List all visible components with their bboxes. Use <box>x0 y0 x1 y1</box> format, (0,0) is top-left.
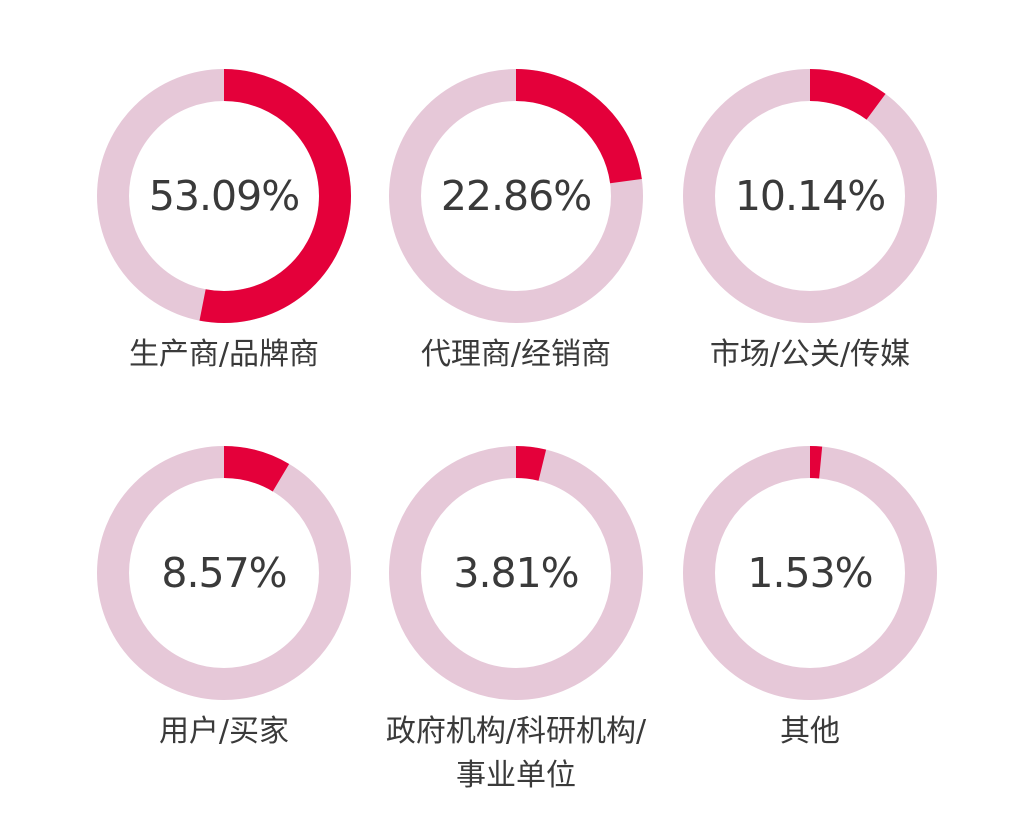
donut-value-text: 22.86% <box>441 172 591 220</box>
donut-svg: 53.09% <box>97 69 351 323</box>
donut-category-label: 政府机构/科研机构/ 事业单位 <box>385 714 647 793</box>
donut-svg: 8.57% <box>97 446 351 700</box>
donut-svg: 10.14% <box>683 69 937 323</box>
donut-value-arc <box>223 446 290 492</box>
donut-value-arc <box>515 69 642 184</box>
donut-item: 1.53% 其他 <box>660 423 960 823</box>
donut-category-label: 代理商/经销商 <box>420 337 612 372</box>
donut-svg: 1.53% <box>683 446 937 700</box>
donut-value-text: 3.81% <box>453 549 578 597</box>
donut-item: 8.57% 用户/买家 <box>74 423 374 823</box>
donut-value-text: 8.57% <box>161 549 286 597</box>
donut-value-text: 10.14% <box>735 172 885 220</box>
donut-item: 3.81% 政府机构/科研机构/ 事业单位 <box>366 423 666 823</box>
donut-item: 22.86% 代理商/经销商 <box>366 46 666 446</box>
donut-category-label: 生产商/品牌商 <box>128 337 320 372</box>
donut-category-label: 用户/买家 <box>158 714 290 749</box>
donut-value-text: 53.09% <box>149 172 299 220</box>
donut-svg: 22.86% <box>389 69 643 323</box>
donut-value-arc <box>809 69 886 120</box>
donut-svg: 3.81% <box>389 446 643 700</box>
donut-item: 53.09% 生产商/品牌商 <box>74 46 374 446</box>
donut-item: 10.14% 市场/公关/传媒 <box>660 46 960 446</box>
donut-value-arc <box>199 69 351 323</box>
donut-value-arc <box>809 446 823 479</box>
donut-category-label: 市场/公关/传媒 <box>709 337 911 372</box>
donut-value-text: 1.53% <box>747 549 872 597</box>
donut-category-label: 其他 <box>780 714 840 749</box>
donut-value-arc <box>515 446 547 481</box>
